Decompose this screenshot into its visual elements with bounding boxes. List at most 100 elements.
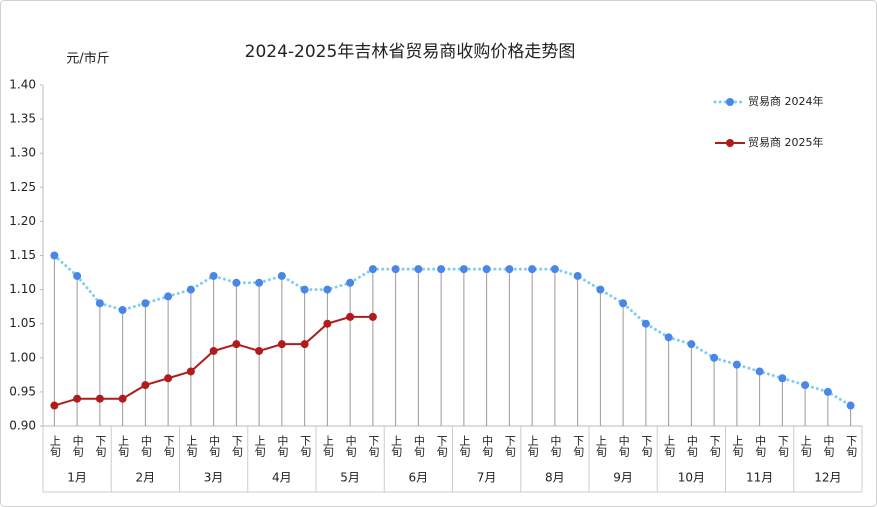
- y-tick-label: 1.35: [9, 112, 36, 126]
- x-tick-label: 中旬: [208, 435, 221, 458]
- x-tick-label: 上旬: [321, 435, 334, 458]
- point: [118, 306, 127, 315]
- point: [778, 374, 787, 383]
- x-tick-label: 上旬: [526, 435, 539, 458]
- point: [550, 265, 559, 274]
- x-tick-label: 中旬: [344, 435, 357, 458]
- y-tick-label: 1.25: [9, 180, 36, 194]
- point: [277, 340, 286, 349]
- y-tick-label: 1.20: [9, 214, 36, 228]
- point: [232, 340, 241, 349]
- point: [368, 265, 377, 274]
- legend-marker: [726, 139, 734, 147]
- x-tick-label: 下旬: [572, 435, 585, 458]
- x-tick-label: 下旬: [299, 435, 312, 458]
- point: [50, 251, 59, 260]
- x-tick-label: 下旬: [367, 435, 380, 458]
- point: [641, 319, 650, 328]
- point: [755, 367, 764, 376]
- x-tick-label: 中旬: [549, 435, 562, 458]
- group-label: 8月: [545, 471, 565, 485]
- x-tick-label: 下旬: [708, 435, 721, 458]
- y-tick-label: 1.05: [9, 316, 36, 330]
- point: [482, 265, 491, 274]
- group-label: 1月: [67, 471, 87, 485]
- point: [209, 271, 218, 280]
- legend-label: 贸易商 2024年: [748, 94, 824, 108]
- group-label: 6月: [409, 471, 429, 485]
- point: [164, 374, 173, 383]
- x-tick-label: 上旬: [663, 435, 676, 458]
- point: [414, 265, 423, 274]
- x-tick-label: 中旬: [685, 435, 698, 458]
- x-tick-label: 中旬: [71, 435, 84, 458]
- group-label: 2月: [136, 471, 156, 485]
- chart-title: 2024-2025年吉林省贸易商收购价格走势图: [245, 42, 576, 62]
- point: [528, 265, 537, 274]
- point: [255, 346, 264, 355]
- group-label: 5月: [340, 471, 360, 485]
- point: [73, 394, 82, 403]
- point: [300, 340, 309, 349]
- x-tick-label: 下旬: [640, 435, 653, 458]
- x-tick-label: 下旬: [435, 435, 448, 458]
- x-tick-label: 下旬: [776, 435, 789, 458]
- x-tick-label: 中旬: [276, 435, 289, 458]
- x-tick-label: 上旬: [48, 435, 61, 458]
- y-tick-label: 1.00: [9, 350, 36, 364]
- point: [687, 340, 696, 349]
- x-tick-label: 上旬: [117, 435, 130, 458]
- group-label: 11月: [746, 471, 773, 485]
- point: [164, 292, 173, 301]
- x-tick-label: 上旬: [458, 435, 471, 458]
- y-tick-label: 0.90: [9, 419, 36, 433]
- x-tick-label: 上旬: [253, 435, 266, 458]
- point: [255, 278, 264, 287]
- x-tick-label: 上旬: [731, 435, 744, 458]
- legend-marker: [726, 98, 734, 106]
- x-tick-label: 上旬: [594, 435, 607, 458]
- point: [391, 265, 400, 274]
- point: [186, 285, 195, 294]
- x-tick-label: 中旬: [481, 435, 494, 458]
- point: [573, 271, 582, 280]
- legend-label: 贸易商 2025年: [748, 135, 824, 149]
- point: [368, 312, 377, 321]
- point: [141, 299, 150, 308]
- y-tick-label: 1.30: [9, 146, 36, 160]
- point: [323, 319, 332, 328]
- group-label: 10月: [678, 471, 705, 485]
- y-tick-label: 1.10: [9, 282, 36, 296]
- point: [50, 401, 59, 410]
- point: [346, 312, 355, 321]
- point: [323, 285, 332, 294]
- group-label: 4月: [272, 471, 292, 485]
- x-tick-label: 下旬: [503, 435, 516, 458]
- point: [95, 299, 104, 308]
- point: [459, 265, 468, 274]
- x-tick-label: 下旬: [94, 435, 107, 458]
- point: [300, 285, 309, 294]
- point: [141, 381, 150, 390]
- point: [95, 394, 104, 403]
- point: [846, 401, 855, 410]
- y-tick-label: 1.40: [9, 78, 36, 92]
- point: [823, 387, 832, 396]
- group-label: 7月: [477, 471, 497, 485]
- point: [732, 360, 741, 369]
- point: [118, 394, 127, 403]
- point: [710, 353, 719, 362]
- x-tick-label: 上旬: [185, 435, 198, 458]
- point: [437, 265, 446, 274]
- point: [346, 278, 355, 287]
- x-tick-label: 中旬: [754, 435, 767, 458]
- point: [664, 333, 673, 342]
- x-tick-label: 中旬: [822, 435, 835, 458]
- point: [73, 271, 82, 280]
- y-axis-label: 元/市斤: [66, 51, 109, 67]
- point: [505, 265, 514, 274]
- x-tick-label: 上旬: [799, 435, 812, 458]
- point: [596, 285, 605, 294]
- x-tick-label: 下旬: [162, 435, 175, 458]
